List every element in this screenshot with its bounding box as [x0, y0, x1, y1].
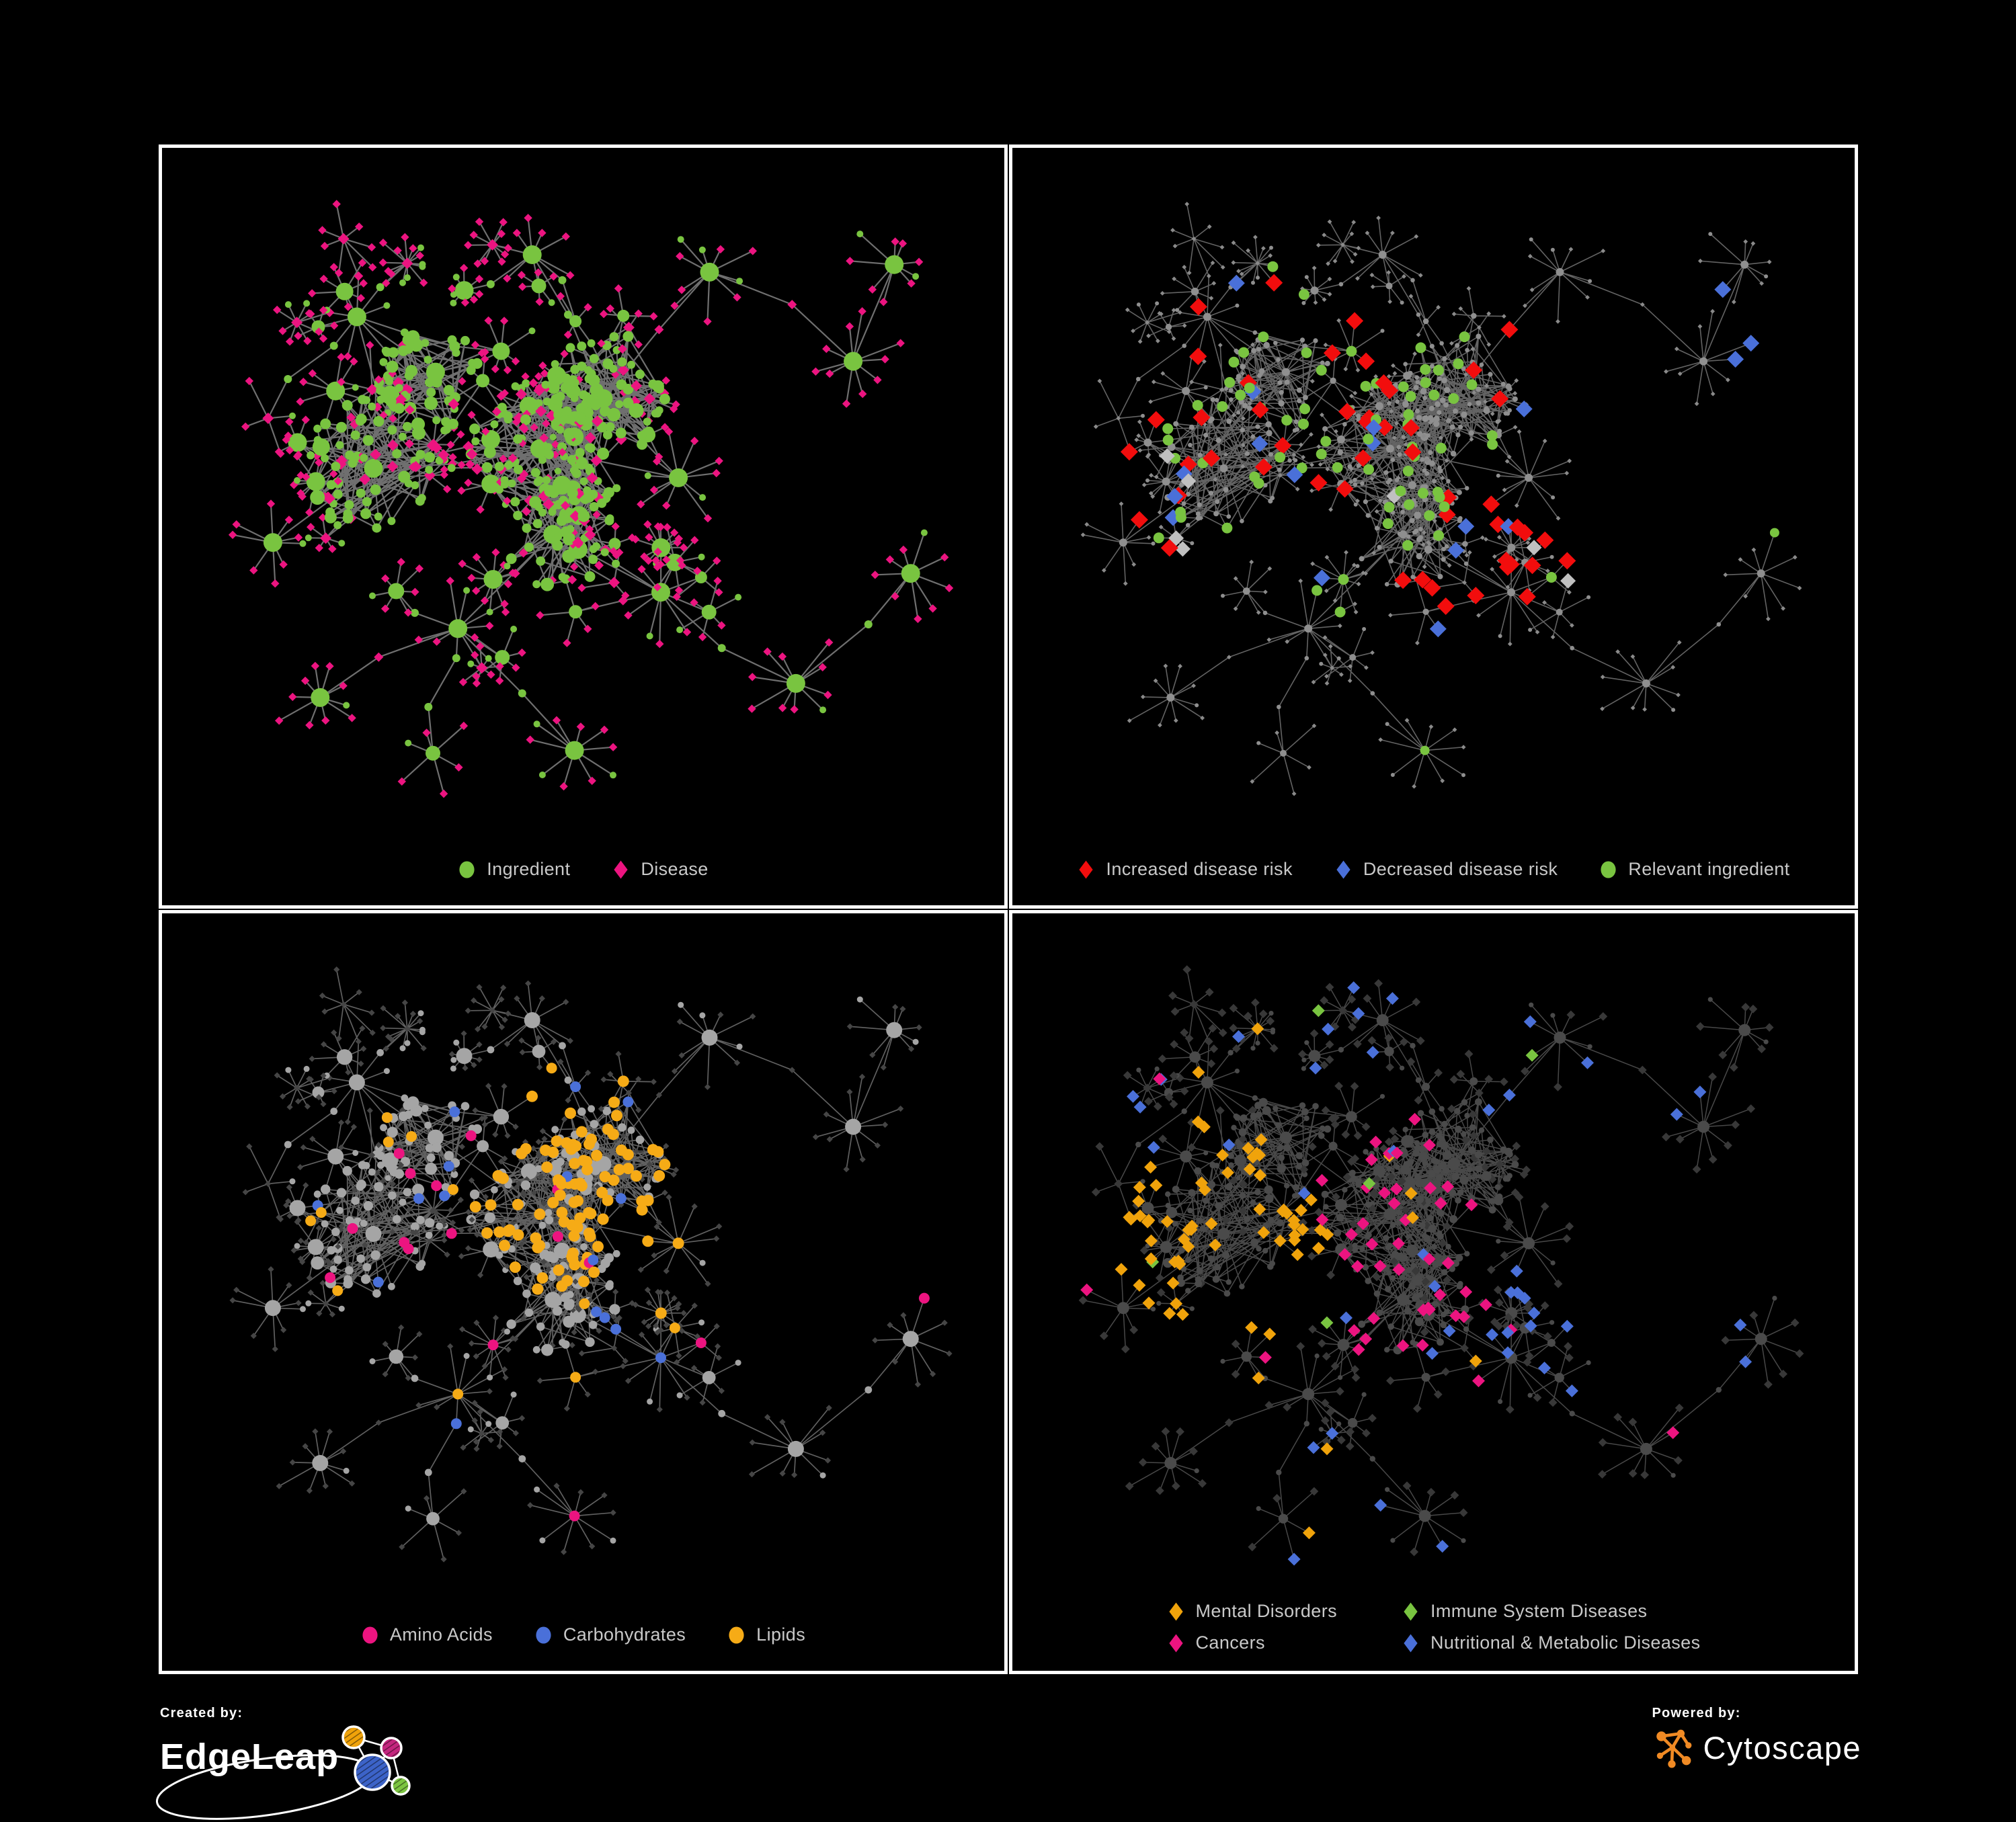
legend-disease-classes: Mental Disorders Cancers Immune System D…: [1012, 1601, 1855, 1653]
legend-item-disease: Disease: [612, 859, 708, 880]
legend-item-lipids: Lipids: [727, 1624, 805, 1645]
legend-item-cancers: Cancers: [1167, 1632, 1337, 1653]
ingredient-circle-marker: [459, 860, 475, 878]
cytoscape-brand-row: Cytoscape: [1652, 1727, 1861, 1768]
panel-ingredient-disease: Ingredient Disease: [159, 144, 1008, 909]
amino-acids-circle-marker: [362, 1626, 378, 1644]
edgeleap-credit: Created by: EdgeLeap: [155, 1706, 414, 1820]
disease-diamond-marker: [614, 860, 628, 878]
legend-label: Mental Disorders: [1195, 1601, 1337, 1621]
legend-label: Carbohydrates: [563, 1624, 686, 1645]
network-ingredient-disease: [162, 156, 1004, 833]
cytoscape-wordmark: Cytoscape: [1703, 1729, 1861, 1766]
legend-item-mental-disorders: Mental Disorders: [1167, 1601, 1337, 1622]
legend-item-decreased-risk: Decreased disease risk: [1334, 859, 1558, 880]
panel-disease-risk: Increased disease risk Decreased disease…: [1009, 144, 1858, 909]
relevant-ingredient-circle-marker: [1601, 860, 1616, 878]
legend-label: Nutritional & Metabolic Diseases: [1430, 1632, 1701, 1653]
legend-ingredient-disease: Ingredient Disease: [162, 859, 1004, 880]
legend-label: Disease: [641, 859, 709, 879]
cancers-diamond-marker: [1168, 1634, 1183, 1652]
network-disease-classes: [1012, 921, 1855, 1599]
network-nutrient-classes: [162, 921, 1004, 1599]
legend-item-amino-acids: Amino Acids: [361, 1624, 493, 1645]
lipids-circle-marker: [729, 1626, 744, 1644]
footer: Created by: EdgeLeap: [155, 1706, 1861, 1820]
edgeleap-brand-row: EdgeLeap: [155, 1725, 414, 1820]
legend-item-ingredient: Ingredient: [458, 859, 570, 880]
nutritional-metabolic-diamond-marker: [1404, 1634, 1418, 1652]
carbohydrates-circle-marker: [536, 1626, 551, 1644]
cytoscape-credit: Powered by:: [1652, 1706, 1861, 1768]
legend-label: Immune System Diseases: [1430, 1601, 1648, 1621]
legend-label: Increased disease risk: [1106, 859, 1293, 879]
panel-nutrient-classes: Amino Acids Carbohydrates Lipids: [159, 910, 1008, 1674]
legend-item-immune-system-diseases: Immune System Diseases: [1402, 1601, 1700, 1622]
immune-system-diseases-diamond-marker: [1404, 1602, 1418, 1620]
legend-item-increased-risk: Increased disease risk: [1077, 859, 1292, 880]
edgeleap-network-icon: [341, 1725, 411, 1796]
legend-label: Amino Acids: [389, 1624, 493, 1645]
decreased-risk-diamond-marker: [1336, 860, 1350, 878]
legend-label: Ingredient: [487, 859, 571, 879]
powered-by-label: Powered by:: [1652, 1706, 1741, 1721]
figure-grid: Ingredient Disease Increased disease ris…: [159, 144, 1858, 1674]
created-by-label: Created by:: [160, 1706, 243, 1721]
edgeleap-wordmark: EdgeLeap: [160, 1737, 339, 1777]
legend-label: Relevant ingredient: [1628, 859, 1790, 879]
mental-disorders-diamond-marker: [1168, 1602, 1183, 1620]
legend-label: Decreased disease risk: [1363, 859, 1558, 879]
network-disease-risk: [1012, 156, 1855, 833]
legend-disease-risk: Increased disease risk Decreased disease…: [1012, 859, 1855, 880]
increased-risk-diamond-marker: [1079, 860, 1094, 878]
cytoscape-network-icon: [1656, 1729, 1692, 1768]
legend-label: Lipids: [756, 1624, 806, 1645]
legend-item-nutritional-metabolic-diseases: Nutritional & Metabolic Diseases: [1402, 1632, 1700, 1653]
legend-item-relevant-ingredient: Relevant ingredient: [1599, 859, 1789, 880]
legend-item-carbohydrates: Carbohydrates: [534, 1624, 686, 1645]
legend-nutrient-classes: Amino Acids Carbohydrates Lipids: [162, 1624, 1004, 1645]
panel-disease-classes: Mental Disorders Cancers Immune System D…: [1009, 910, 1858, 1674]
legend-label: Cancers: [1195, 1632, 1265, 1653]
